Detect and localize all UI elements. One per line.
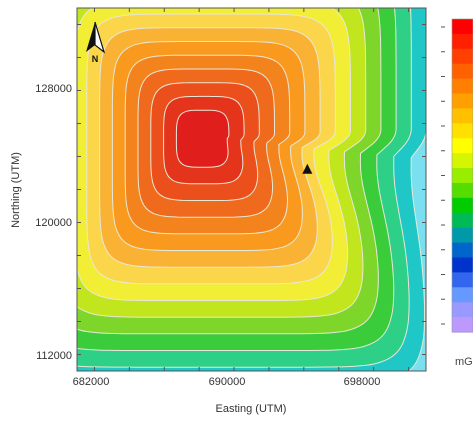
y-tick-label: 128000: [35, 83, 72, 95]
colorbar-swatch: [452, 227, 473, 244]
colorbar-swatch: [452, 33, 473, 50]
colorbar-swatch: [452, 138, 473, 154]
colorbar-swatch: [452, 78, 473, 95]
x-tick-label: 682000: [73, 376, 110, 388]
colorbar-frame: [451, 18, 473, 333]
x-tick-label: 690000: [209, 376, 246, 388]
y-tick-label: 112000: [36, 350, 72, 362]
colorbar-swatch: [452, 272, 473, 288]
colorbar-swatch: [452, 317, 473, 333]
colorbar-swatch: [452, 242, 473, 259]
y-axis-title: Northing (UTM): [10, 152, 22, 228]
triangle-marker-icon: [302, 163, 313, 174]
colorbar-swatch: [452, 93, 473, 110]
colorbar-swatch: [452, 197, 473, 214]
north-arrow-label: N: [92, 54, 99, 64]
colorbar: [452, 19, 473, 333]
colorbar-swatch: [452, 182, 473, 199]
colorbar-swatch: [452, 212, 473, 229]
x-axis-title: Easting (UTM): [216, 403, 287, 415]
colorbar-ticks: [441, 26, 445, 325]
contour-bands: [77, 8, 426, 371]
colorbar-swatch: [452, 287, 473, 303]
colorbar-swatch: [452, 257, 473, 273]
colorbar-swatch: [452, 108, 473, 124]
colorbar-swatch: [452, 63, 473, 80]
contour-plot-area: [77, 8, 426, 371]
x-tick-label: 698000: [344, 376, 381, 388]
contour-band: [175, 109, 230, 168]
colorbar-unit-label: mG: [455, 356, 473, 368]
colorbar-swatch: [452, 302, 473, 318]
colorbar-swatch: [452, 48, 473, 65]
y-tick-label: 120000: [35, 217, 72, 229]
colorbar-swatch: [452, 168, 473, 184]
colorbar-swatch: [452, 153, 473, 169]
axis-ticks: [77, 8, 426, 371]
colorbar-swatch: [452, 19, 473, 35]
north-arrow-icon: N: [86, 21, 106, 64]
colorbar-swatch: [452, 123, 473, 139]
